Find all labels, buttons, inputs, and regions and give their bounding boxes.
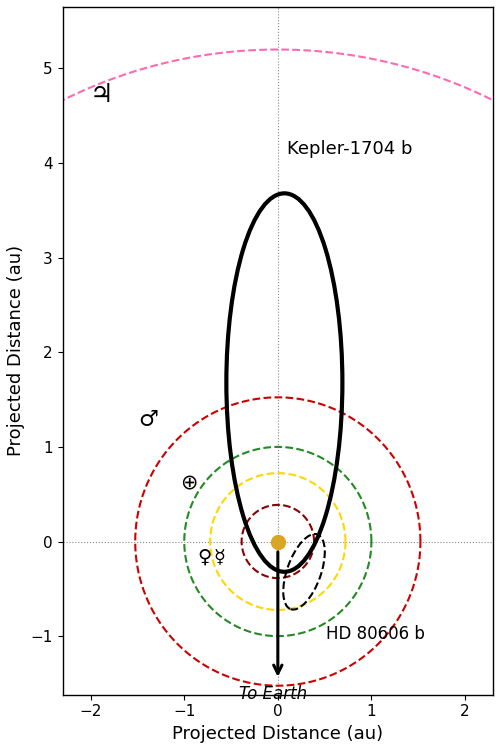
Text: ☿: ☿ [214,548,226,567]
Text: ⊕: ⊕ [180,472,198,493]
Text: ♂: ♂ [138,410,158,430]
Text: HD 80606 b: HD 80606 b [326,625,426,643]
Text: Kepler-1704 b: Kepler-1704 b [287,140,412,158]
Text: To Earth: To Earth [239,686,307,703]
Y-axis label: Projected Distance (au): Projected Distance (au) [7,245,25,457]
X-axis label: Projected Distance (au): Projected Distance (au) [172,725,384,743]
Text: ♃: ♃ [90,82,114,108]
Point [274,536,282,548]
Text: ♀: ♀ [198,548,212,567]
